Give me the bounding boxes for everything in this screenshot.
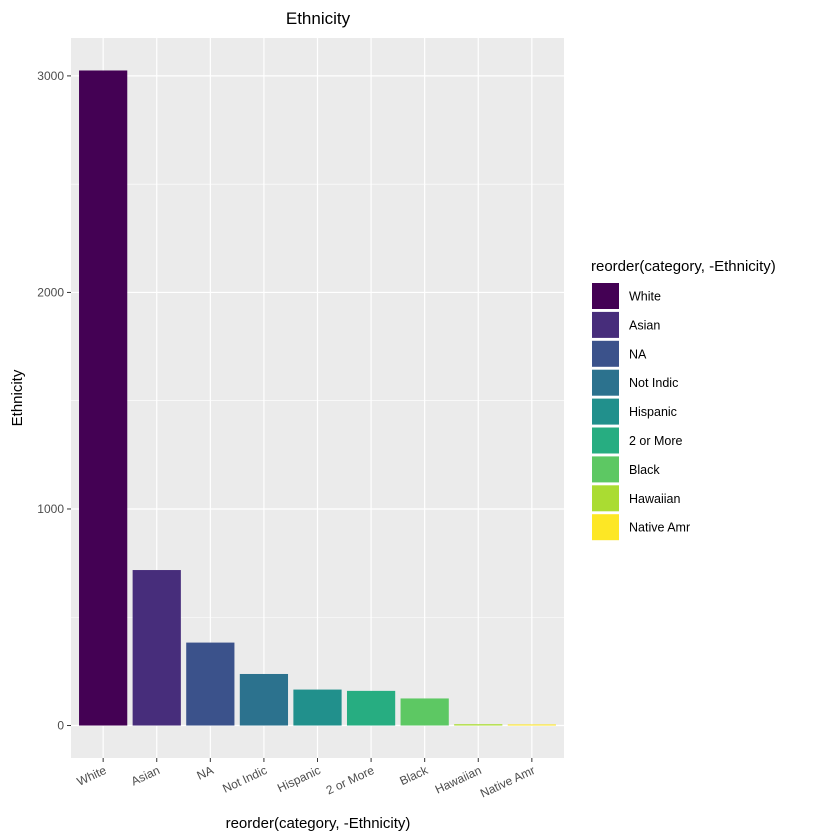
legend-key-label: Not Indic (629, 376, 678, 390)
legend-key-swatch (592, 427, 619, 454)
bar-asian (132, 570, 181, 726)
y-tick-label: 3000 (37, 69, 64, 83)
x-tick-label: Not Indic (220, 763, 269, 796)
legend-key-swatch (592, 369, 619, 396)
bar-hispanic (293, 689, 342, 726)
legend-key-label: Black (629, 463, 660, 477)
legend-key-swatch (592, 514, 619, 541)
legend-key-swatch (592, 283, 619, 309)
x-tick-label: NA (195, 763, 216, 783)
legend-key-swatch (592, 456, 619, 483)
legend-key-label: Hawaiian (629, 492, 680, 506)
x-tick-label: Black (397, 763, 430, 789)
x-tick-label: Hawaiian (433, 763, 484, 797)
legend-key-label: Hispanic (629, 405, 677, 419)
legend-title: reorder(category, -Ethnicity) (591, 258, 776, 275)
y-tick-label: 2000 (37, 285, 64, 299)
legend-key-swatch (592, 398, 619, 425)
legend-key-swatch (592, 311, 619, 338)
bar-2-or-more (346, 690, 396, 726)
x-tick-label: White (75, 763, 109, 789)
y-tick-label: 0 (57, 719, 64, 733)
legend-key-label: Asian (629, 318, 660, 332)
x-tick-label: Asian (129, 763, 162, 788)
x-tick-label: 2 or More (324, 763, 377, 798)
bar-white (79, 70, 128, 726)
x-axis-title: reorder(category, -Ethnicity) (226, 815, 411, 832)
legend-key-label: Native Amr (629, 521, 690, 535)
chart-title: Ethnicity (286, 9, 351, 28)
legend-key-label: NA (629, 347, 647, 361)
bars (79, 70, 556, 726)
y-axis: 0 1000 2000 3000 (37, 69, 71, 733)
y-axis-title: Ethnicity (9, 369, 26, 426)
y-tick-label: 1000 (37, 502, 64, 516)
bar-hawaiian (454, 724, 503, 726)
legend: reorder(category, -Ethnicity) White Asian… (591, 258, 776, 541)
legend-key-label: White (629, 290, 661, 304)
x-tick-label: Hispanic (275, 763, 323, 795)
legend-key-swatch (592, 485, 619, 512)
bar-black (400, 698, 449, 726)
legend-key-swatch (592, 340, 619, 367)
legend-items: White Asian NA Not Indic Hispanic 2 or More Bl… (592, 283, 690, 541)
x-axis: White Asian NA Not Indic Hispanic 2 or More Bl… (75, 758, 537, 801)
x-tick-label: Native Amr (478, 763, 537, 800)
legend-key-label: 2 or More (629, 434, 683, 448)
bar-native-amr (507, 724, 556, 726)
bar-not-indic (239, 673, 289, 726)
bar-na (186, 642, 235, 726)
